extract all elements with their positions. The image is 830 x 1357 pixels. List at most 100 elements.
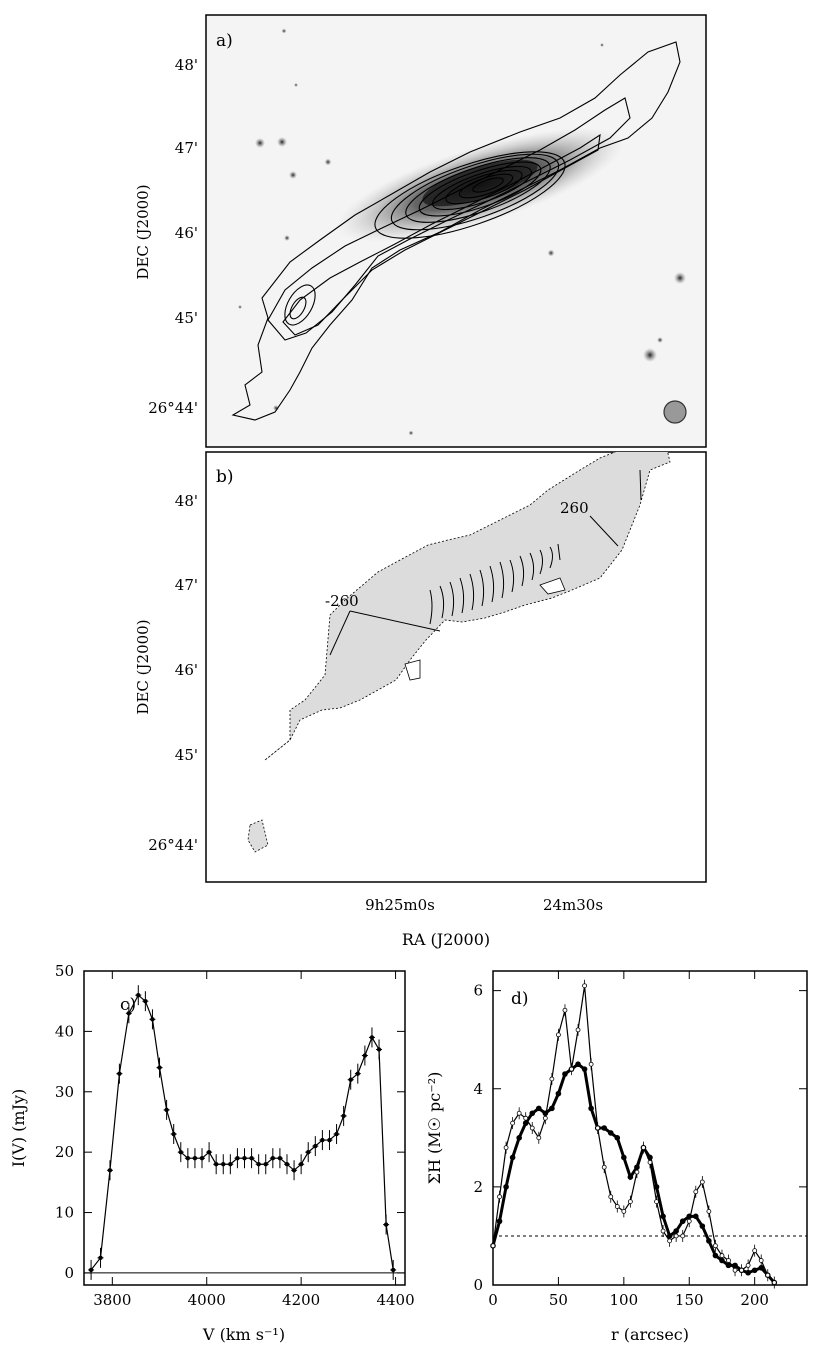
profile-point: [607, 1130, 614, 1136]
profile-point: [627, 1174, 634, 1180]
profile-point-open: [529, 1125, 535, 1131]
ytick-label: 2: [473, 1178, 483, 1196]
profile-point-open: [542, 1115, 548, 1121]
spectrum-point: [306, 1149, 311, 1155]
profile-point-open: [588, 1061, 594, 1067]
profile-point: [509, 1154, 516, 1161]
spectrum-point: [249, 1155, 254, 1161]
hi-contours: [231, 41, 681, 421]
xtick-label: 200: [740, 1291, 769, 1309]
profile-point-open: [693, 1189, 699, 1195]
ytick-a-48: 48': [175, 56, 198, 74]
spectrum-point: [199, 1155, 205, 1161]
panel-c-series: [84, 985, 405, 1280]
spectrum-point: [341, 1113, 346, 1119]
spectrum-point: [235, 1155, 240, 1161]
profile-point-open: [745, 1262, 751, 1268]
profile-point: [588, 1105, 594, 1112]
ytick-label: 30: [55, 1083, 74, 1101]
spectrum-point: [284, 1162, 290, 1167]
profile-point: [516, 1135, 522, 1141]
profile-point-open: [771, 1280, 777, 1285]
panel-b: 260 -260 b) DEC (J2000) 48' 47' 46' 45' …: [134, 451, 707, 949]
ytick-label: 0: [64, 1264, 74, 1282]
profile-point-open: [595, 1125, 601, 1131]
profile-point-open: [699, 1179, 705, 1185]
profile-point-open: [719, 1253, 725, 1258]
spectrum-point: [206, 1149, 212, 1155]
profile-point-open: [497, 1194, 502, 1200]
profile-point-open: [713, 1243, 718, 1249]
spectrum-point: [390, 1267, 396, 1273]
spectrum-point: [126, 1011, 132, 1016]
profile-point: [745, 1269, 751, 1276]
profile-point-open: [510, 1120, 516, 1126]
profile-point-open: [758, 1258, 764, 1263]
velocity-field: [247, 452, 671, 853]
ytick-label: 4: [473, 1080, 483, 1098]
profile-point-open: [667, 1238, 673, 1244]
spectrum-point: [348, 1077, 353, 1082]
profile-point: [601, 1125, 608, 1131]
profile-point: [581, 1066, 588, 1072]
profile-point: [529, 1110, 536, 1117]
profile-point: [692, 1213, 699, 1220]
profile-point-open: [621, 1209, 627, 1214]
profile-point-open: [634, 1169, 640, 1175]
profile-point: [679, 1218, 686, 1225]
profile-point-open: [516, 1110, 522, 1116]
ytick-label: 40: [55, 1022, 74, 1040]
profile-point-open: [569, 1066, 574, 1072]
profile-point-open: [726, 1258, 731, 1263]
spectrum-point: [228, 1162, 233, 1167]
xtick-label: 0: [488, 1291, 498, 1309]
panel-a-ylabel: DEC (J2000): [134, 184, 152, 279]
panel-d-label: d): [511, 989, 529, 1009]
spectrum-point: [334, 1131, 339, 1137]
panel-a-yticks: 48' 47' 46' 45' 26°44': [148, 56, 198, 417]
spectrum-point: [150, 1017, 155, 1022]
xtick-label: 4000: [188, 1291, 226, 1309]
ytick-a-45: 45': [175, 309, 198, 327]
profile-point: [712, 1252, 719, 1259]
profile-point-open: [523, 1115, 529, 1121]
annotation-leaders: [329, 515, 619, 656]
panel-b-ylabel: DEC (J2000): [134, 619, 152, 714]
profile-point-open: [660, 1228, 666, 1234]
panel-b-label: b): [216, 467, 234, 487]
spectrum-point: [313, 1143, 318, 1149]
spectrum-point: [277, 1155, 283, 1161]
xtick-label: 50: [549, 1291, 568, 1309]
xtick-label: 4200: [282, 1291, 320, 1309]
beam-ellipse: [663, 400, 687, 424]
profile-point: [621, 1154, 627, 1161]
profile-point-open: [765, 1272, 771, 1278]
xtick-label: 150: [675, 1291, 704, 1309]
profile-point: [758, 1265, 765, 1271]
profile-point-open: [641, 1145, 646, 1151]
profile-point-open: [752, 1248, 758, 1254]
spectrum-point: [270, 1155, 276, 1161]
profile-point-open: [601, 1164, 607, 1170]
profile-point: [751, 1267, 758, 1274]
profile-point-open: [680, 1233, 686, 1239]
ytick-b-44: 26°44': [148, 836, 198, 854]
ytick-label: 50: [55, 962, 74, 980]
profile-point-open: [536, 1135, 542, 1141]
ytick-a-47: 47': [175, 139, 198, 157]
spectrum-point: [362, 1053, 368, 1058]
panel-c-label: c): [120, 995, 136, 1015]
panel-d: 0 50 100 150 200 0 2 4 6 d) r (arcsec) ΣH (M☉ pc…: [425, 970, 808, 1344]
panel-b-yticks: 48' 47' 46' 45' 26°44': [148, 492, 198, 854]
spectrum-point: [256, 1162, 261, 1167]
panel-d-xlabel: r (arcsec): [611, 1325, 689, 1344]
panel-b-xlabel: RA (J2000): [402, 930, 490, 949]
profile-point: [660, 1213, 666, 1220]
profile-point-open: [647, 1159, 653, 1165]
spectrum-point: [107, 1168, 113, 1173]
spectrum-point: [98, 1255, 103, 1261]
field-stars: [238, 28, 686, 436]
panel-d-frame: [492, 970, 808, 1286]
panel-d-series: [490, 979, 807, 1289]
profile-point: [699, 1223, 706, 1229]
